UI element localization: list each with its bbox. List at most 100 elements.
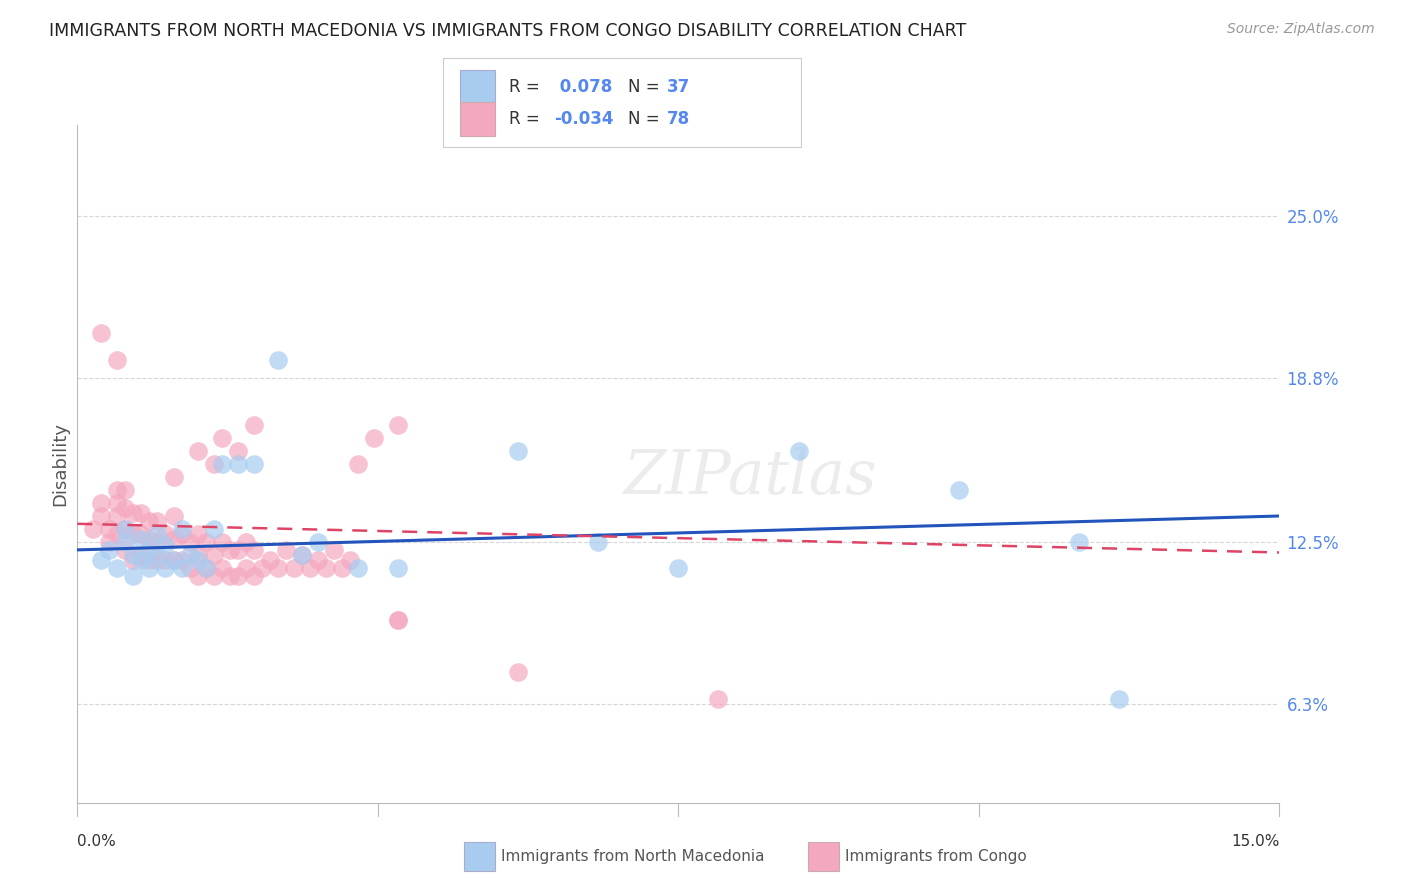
Point [1108,691,1130,706]
Text: N =: N = [628,78,665,95]
Point [122,553,145,567]
Point [187,527,209,541]
Point [122,548,145,562]
Point [107,508,129,523]
Point [170,553,193,567]
Point [179,561,201,575]
Point [242,569,264,583]
Text: ZIPatlas: ZIPatlas [624,448,877,508]
Point [202,548,225,562]
Point [90,496,112,510]
Point [211,457,233,471]
Point [242,457,264,471]
Point [155,553,177,567]
Point [122,527,145,541]
Point [226,569,249,583]
Point [298,561,321,575]
Point [155,527,177,541]
Point [267,561,290,575]
Point [267,352,290,367]
Point [131,527,153,541]
Point [291,548,314,562]
Point [179,548,201,562]
Point [170,527,193,541]
Point [226,457,249,471]
Point [259,553,281,567]
Point [226,542,249,557]
Text: 78: 78 [666,110,689,128]
Point [162,508,184,523]
Point [387,613,409,627]
Point [211,535,233,549]
Point [387,613,409,627]
Point [194,561,217,575]
Point [787,443,810,458]
Point [122,507,145,521]
Point [162,470,184,484]
Text: 0.078: 0.078 [554,78,612,95]
Point [339,553,361,567]
Point [347,561,370,575]
Point [508,665,530,680]
Point [202,457,225,471]
Point [114,535,136,549]
Point [211,431,233,445]
Text: R =: R = [509,78,546,95]
Point [98,542,121,557]
Point [90,508,112,523]
Point [107,561,129,575]
Point [146,527,169,541]
Point [107,496,129,510]
Text: -0.034: -0.034 [554,110,613,128]
Text: Immigrants from North Macedonia: Immigrants from North Macedonia [501,849,763,863]
Text: R =: R = [509,110,546,128]
Point [330,561,353,575]
Point [107,352,129,367]
Text: 0.0%: 0.0% [77,834,117,849]
Point [387,561,409,575]
Point [508,443,530,458]
Point [387,417,409,432]
Point [131,548,153,562]
Point [179,535,201,549]
Point [347,457,370,471]
Point [138,561,160,575]
Point [274,542,297,557]
Point [322,542,344,557]
Point [98,522,121,536]
Point [202,522,225,536]
Point [588,535,610,549]
Point [668,561,690,575]
Text: 37: 37 [666,78,690,95]
Point [146,514,169,528]
Point [162,533,184,547]
Point [242,542,264,557]
Point [146,548,169,562]
Text: Source: ZipAtlas.com: Source: ZipAtlas.com [1227,22,1375,37]
Point [307,535,329,549]
Text: N =: N = [628,110,665,128]
Point [114,522,136,536]
Point [948,483,970,497]
Point [122,569,145,583]
Point [194,535,217,549]
Point [187,569,209,583]
Point [707,691,730,706]
Point [131,507,153,521]
Point [138,514,160,528]
Point [187,553,209,567]
Point [107,527,129,541]
Point [307,553,329,567]
Point [138,533,160,547]
Point [194,561,217,575]
Text: Immigrants from Congo: Immigrants from Congo [845,849,1026,863]
Point [131,533,153,547]
Point [363,431,385,445]
Point [90,553,112,567]
Point [107,483,129,497]
Point [138,542,160,557]
Point [98,535,121,549]
Point [146,553,169,567]
Point [170,561,193,575]
Text: IMMIGRANTS FROM NORTH MACEDONIA VS IMMIGRANTS FROM CONGO DISABILITY CORRELATION : IMMIGRANTS FROM NORTH MACEDONIA VS IMMIG… [49,22,966,40]
